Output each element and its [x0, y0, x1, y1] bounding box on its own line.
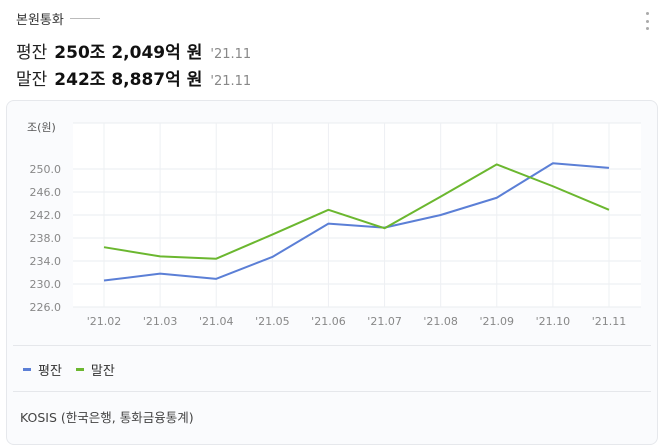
legend-swatch-maljan [75, 368, 84, 371]
y-tick-label: 238.0 [30, 232, 62, 245]
legend-label: 말잔 [90, 364, 115, 379]
x-tick-label: '21.11 [592, 315, 627, 328]
source-text: KOSIS (한국은행, 통화금융통계) [20, 410, 194, 425]
stat-value: 250조 2,049억 [54, 43, 181, 63]
y-axis-label: 조(원) [27, 121, 56, 134]
y-tick-label: 226.0 [30, 301, 62, 314]
x-tick-label: '21.08 [423, 315, 458, 328]
x-tick-label: '21.10 [536, 315, 571, 328]
header-title: 본원통화 [16, 9, 100, 28]
x-tick-label: '21.04 [199, 315, 234, 328]
line-chart: 226.0 230.0 234.0 238.0 242.0 246.0 250.0 '21.0… [27, 121, 641, 328]
stat-date: '21.11 [210, 47, 252, 62]
stat-unit: 원 [186, 70, 203, 90]
title-underline [69, 18, 100, 19]
stat-unit: 원 [186, 43, 203, 63]
chart-card: 226.0 230.0 234.0 238.0 242.0 246.0 250.0 '21.0… [6, 100, 658, 445]
x-tick-label: '21.03 [143, 315, 178, 328]
y-tick-label: 230.0 [30, 278, 62, 291]
series-line-pyeongjan [103, 162, 610, 282]
x-tick-label: '21.07 [367, 315, 402, 328]
stat-label: 평잔 [16, 43, 48, 63]
stat-row-pyeongjan: 평잔 250조 2,049억 원 '21.11 [16, 38, 251, 63]
stat-value: 242조 8,887억 [54, 70, 181, 90]
stat-row-maljan: 말잔 242조 8,887억 원 '21.11 [16, 65, 251, 90]
y-tick-label: 250.0 [30, 163, 62, 176]
legend-swatch-pyeongjan [23, 368, 31, 371]
x-tick-label: '21.05 [255, 315, 290, 328]
x-tick-label: '21.09 [480, 315, 515, 328]
legend-label: 평잔 [38, 364, 62, 379]
legend-item-maljan[interactable]: 말잔 [75, 360, 115, 379]
y-tick-label: 246.0 [30, 186, 62, 199]
section-title: 본원통화 [16, 13, 64, 28]
legend-divider [13, 345, 651, 346]
y-tick-label: 242.0 [30, 209, 62, 222]
series-line-maljan [103, 163, 610, 260]
stat-date: '21.11 [210, 74, 252, 89]
x-tick-label: '21.06 [311, 315, 346, 328]
legend-item-pyeongjan[interactable]: 평잔 [23, 360, 62, 379]
y-tick-label: 234.0 [30, 255, 62, 268]
more-options-icon[interactable] [645, 12, 649, 30]
chart-legend: 평잔 말잔 [23, 360, 129, 379]
stat-label: 말잔 [16, 70, 48, 90]
source-divider [13, 391, 651, 392]
x-tick-label: '21.02 [87, 315, 122, 328]
